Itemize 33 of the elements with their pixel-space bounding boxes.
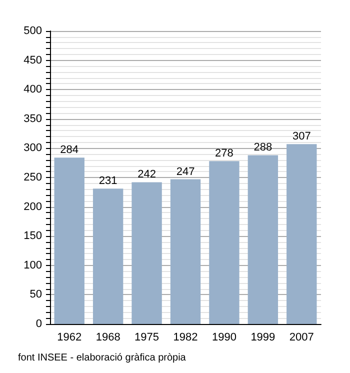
y-tick-label: 100: [24, 259, 42, 272]
data-label: 288: [254, 142, 272, 154]
data-label: 231: [98, 175, 118, 188]
y-tick-label: 150: [24, 230, 42, 242]
x-tick-label: 1999: [250, 332, 276, 344]
y-tick-label: 350: [24, 112, 42, 125]
bar: [54, 158, 84, 324]
data-label: 284: [60, 144, 79, 156]
bar: [209, 161, 240, 324]
data-label: 278: [215, 148, 234, 160]
x-tick-label: 1982: [173, 332, 198, 344]
data-label: 247: [176, 166, 195, 178]
bar: [92, 188, 124, 324]
x-tick-label: 1990: [212, 332, 236, 344]
x-tick-label: 1968: [96, 332, 120, 344]
text: font INSEE - elaboració gràfica pròpia: [18, 352, 186, 364]
data-label: 307: [292, 130, 311, 143]
x-tick-label: 1962: [57, 332, 82, 344]
y-tick-label: 0: [36, 318, 42, 330]
data-label: 242: [138, 168, 156, 181]
x-tick-label: 2007: [289, 332, 314, 344]
y-tick-label: 50: [30, 288, 42, 301]
bar: [170, 179, 201, 324]
y-tick-label: 400: [24, 84, 42, 96]
bar: [132, 182, 162, 324]
x-tick-label: 1975: [134, 332, 160, 344]
y-tick-label: 500: [24, 25, 42, 37]
y-tick-label: 200: [24, 200, 42, 213]
y-tick-label: 250: [24, 172, 42, 184]
bar: [248, 155, 278, 324]
y-tick-label: 450: [24, 54, 42, 66]
bar: [286, 144, 317, 324]
y-tick-label: 300: [24, 142, 42, 154]
